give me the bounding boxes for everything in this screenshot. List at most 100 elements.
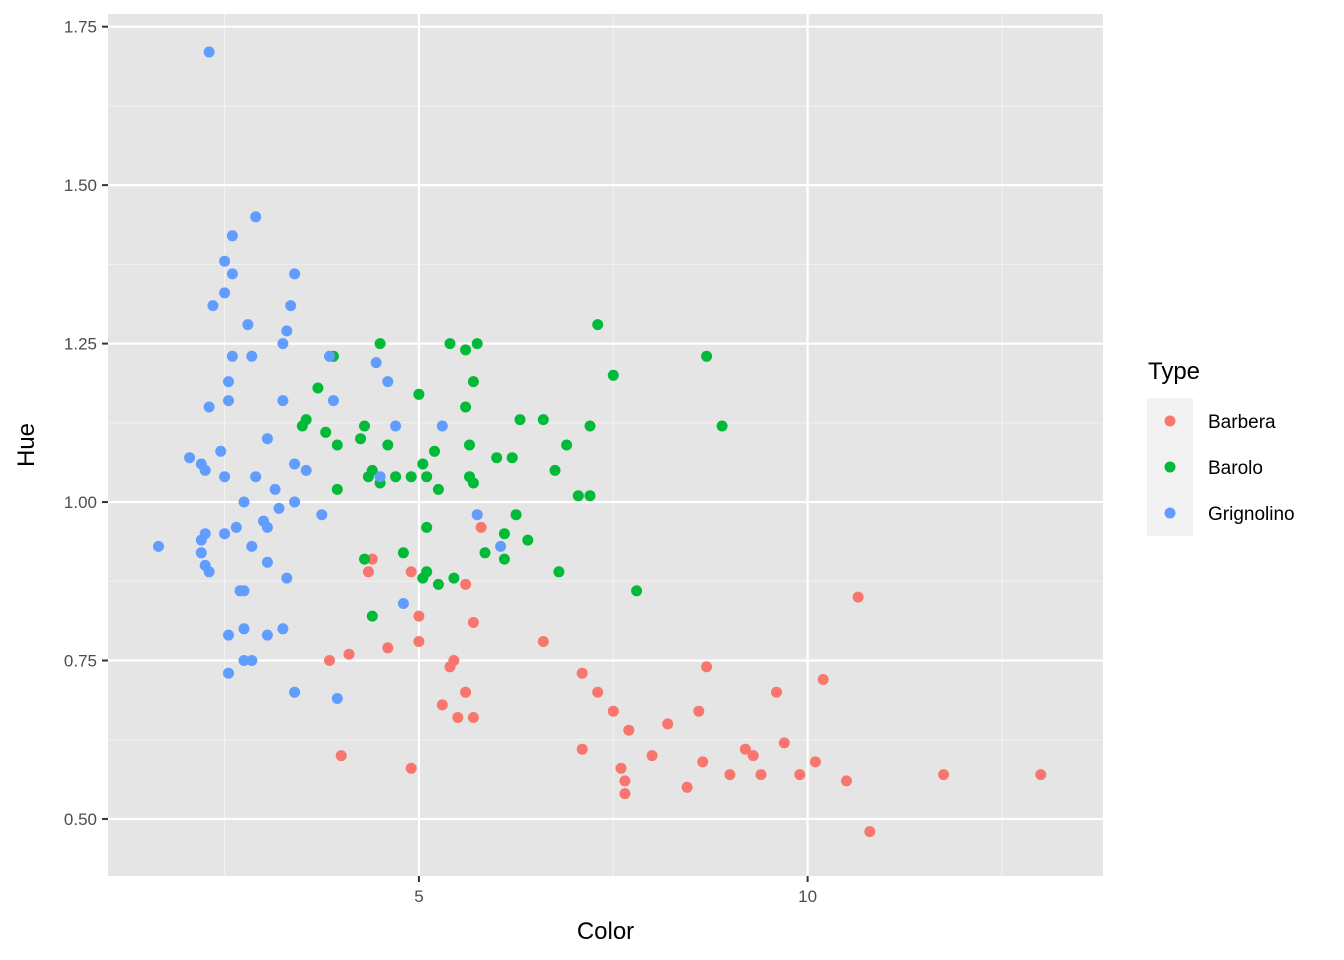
point-barolo — [355, 433, 367, 445]
point-barbera — [615, 762, 627, 774]
point-grignolino — [261, 521, 273, 533]
point-grignolino — [289, 686, 301, 698]
point-barolo — [432, 578, 444, 590]
point-barbera — [405, 566, 417, 578]
point-barbera — [537, 636, 549, 647]
point-barolo — [584, 490, 596, 502]
y-tick-label: 1.25 — [64, 335, 97, 354]
point-barolo — [561, 439, 573, 451]
point-barolo — [479, 547, 491, 559]
point-grignolino — [184, 452, 196, 464]
point-barbera — [852, 591, 864, 603]
point-grignolino — [495, 540, 507, 552]
point-grignolino — [207, 300, 219, 312]
point-barbera — [681, 781, 693, 793]
point-barbera — [778, 737, 790, 749]
point-grignolino — [246, 350, 258, 362]
point-barolo — [421, 471, 433, 483]
point-barbera — [444, 661, 456, 673]
point-barolo — [607, 369, 619, 381]
point-barolo — [312, 382, 324, 394]
major-gridlines — [108, 14, 1103, 876]
point-barbera — [405, 762, 417, 774]
point-barolo — [701, 350, 713, 362]
point-barbera — [343, 648, 355, 660]
point-grignolino — [261, 556, 273, 568]
point-barbera — [1035, 769, 1047, 781]
point-grignolino — [316, 509, 328, 521]
legend-key-barbera — [1164, 415, 1176, 427]
point-grignolino — [226, 268, 238, 280]
point-grignolino — [203, 401, 215, 413]
point-grignolino — [436, 420, 448, 432]
point-barbera — [335, 750, 347, 762]
point-grignolino — [238, 585, 250, 597]
point-grignolino — [219, 528, 231, 540]
point-grignolino — [285, 300, 297, 312]
x-axis-title: Color — [577, 918, 634, 945]
point-grignolino — [327, 395, 339, 407]
point-grignolino — [215, 445, 227, 457]
point-barolo — [460, 401, 472, 413]
point-grignolino — [219, 471, 231, 483]
point-barbera — [864, 826, 876, 838]
y-axis: 0.50 0.75 1.00 1.25 1.50 1.75 — [64, 18, 108, 829]
point-grignolino — [250, 471, 262, 483]
point-barbera — [747, 750, 759, 762]
legend-label-barolo: Barolo — [1208, 458, 1263, 479]
point-grignolino — [289, 268, 301, 280]
y-tick-label: 0.75 — [64, 652, 97, 671]
legend-label-barbera: Barbera — [1208, 412, 1276, 433]
point-barolo — [421, 521, 433, 533]
point-grignolino — [219, 287, 231, 299]
point-barolo — [374, 338, 386, 350]
legend-title: Type — [1148, 358, 1200, 385]
point-grignolino — [370, 357, 382, 369]
point-barolo — [514, 414, 526, 426]
point-grignolino — [223, 629, 234, 641]
point-barbera — [592, 686, 604, 698]
point-grignolino — [203, 566, 215, 578]
point-barolo — [359, 420, 370, 432]
point-grignolino — [195, 547, 207, 559]
point-barbera — [697, 756, 709, 768]
point-barolo — [390, 471, 402, 483]
point-barolo — [572, 490, 584, 502]
point-barolo — [448, 572, 460, 584]
point-grignolino — [277, 338, 289, 350]
point-barolo — [584, 420, 596, 432]
point-barolo — [413, 388, 425, 400]
point-grignolino — [281, 572, 293, 584]
point-barbera — [460, 578, 472, 590]
x-axis: 5 10 — [414, 876, 817, 906]
point-barbera — [817, 674, 829, 685]
point-grignolino — [242, 319, 254, 331]
y-tick-label: 1.75 — [64, 18, 97, 37]
point-grignolino — [153, 540, 164, 552]
point-barbera — [739, 743, 751, 755]
point-barolo — [460, 344, 472, 356]
point-barolo — [382, 439, 394, 451]
point-barbera — [366, 553, 378, 565]
point-barbera — [646, 750, 658, 762]
point-grignolino — [223, 395, 234, 407]
point-barolo — [498, 553, 510, 565]
data-points — [153, 46, 1047, 838]
legend-label-grignolino: Grignolino — [1208, 504, 1295, 525]
legend: Type Barbera Barolo Grignolino — [1147, 358, 1295, 536]
point-grignolino — [238, 655, 250, 666]
point-grignolino — [250, 211, 262, 223]
point-barolo — [491, 452, 503, 464]
point-barolo — [296, 420, 308, 432]
point-grignolino — [261, 629, 273, 641]
point-barolo — [716, 420, 728, 432]
point-grignolino — [238, 623, 250, 635]
point-barbera — [467, 617, 479, 628]
point-barbera — [755, 769, 767, 781]
point-barolo — [417, 458, 429, 470]
point-barbera — [623, 724, 635, 736]
point-barbera — [794, 769, 806, 781]
plot-panel — [108, 14, 1103, 876]
point-grignolino — [382, 376, 394, 388]
